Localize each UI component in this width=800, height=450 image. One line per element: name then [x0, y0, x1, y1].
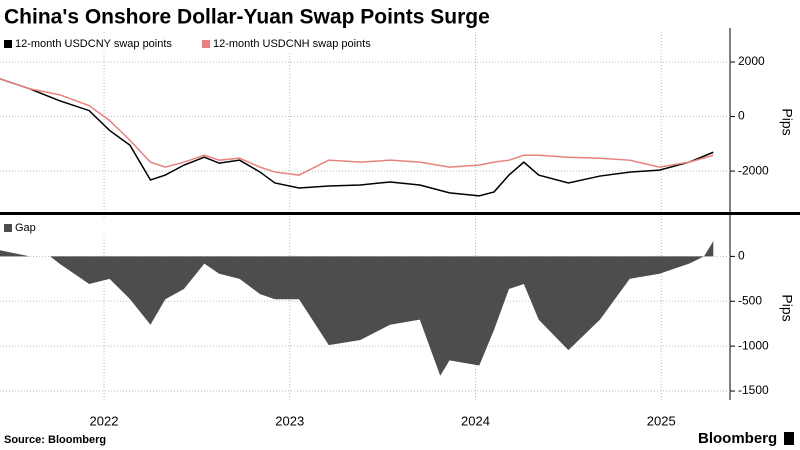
x-tick-label: 2024 — [461, 413, 490, 428]
source: Source: Bloomberg — [4, 434, 106, 446]
x-tick-label: 2025 — [647, 413, 676, 428]
y-tick-label: -500 — [738, 293, 762, 307]
legend-label: 12-month USDCNH swap points — [213, 38, 371, 50]
legend-swatch — [4, 224, 12, 232]
chart-title: China's Onshore Dollar-Yuan Swap Points … — [4, 6, 490, 29]
line — [0, 78, 714, 176]
y-tick-label: 0 — [738, 249, 745, 263]
logo: Bloomberg — [698, 430, 777, 447]
y-tick-label: 0 — [738, 109, 745, 123]
y-tick-label: -1000 — [738, 338, 769, 352]
legend-background — [2, 218, 192, 236]
logo-icon — [784, 432, 794, 445]
area — [0, 241, 714, 376]
line — [0, 78, 714, 197]
y-tick-label: -2000 — [738, 163, 769, 177]
y-tick-label: 2000 — [738, 54, 765, 68]
y-tick-label: -1500 — [738, 383, 769, 397]
legend-background — [2, 34, 392, 52]
x-tick-label: 2022 — [90, 413, 119, 428]
x-tick-label: 2023 — [275, 413, 304, 428]
legend-label: 12-month USDCNY swap points — [15, 38, 172, 50]
y-axis-label: Pips — [779, 294, 795, 321]
legend-swatch — [4, 40, 12, 48]
legend-label: Gap — [15, 222, 36, 234]
legend-swatch — [202, 40, 210, 48]
y-axis-label: Pips — [779, 108, 795, 135]
